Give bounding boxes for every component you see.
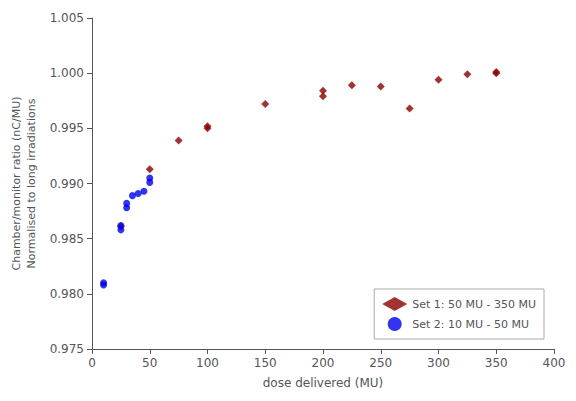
- svg-text:0: 0: [88, 356, 96, 370]
- svg-text:0.985: 0.985: [50, 232, 84, 246]
- svg-text:350: 350: [485, 356, 508, 370]
- svg-text:1.005: 1.005: [50, 11, 84, 25]
- svg-text:Normalised to long irradiation: Normalised to long irradiations: [25, 98, 38, 268]
- svg-text:0.980: 0.980: [50, 287, 84, 301]
- svg-text:Set 2: 10 MU - 50 MU: Set 2: 10 MU - 50 MU: [412, 318, 529, 331]
- svg-text:250: 250: [369, 356, 392, 370]
- svg-text:200: 200: [312, 356, 335, 370]
- svg-text:Set 1: 50 MU - 350 MU: Set 1: 50 MU - 350 MU: [412, 298, 536, 311]
- svg-text:300: 300: [427, 356, 450, 370]
- svg-text:150: 150: [254, 356, 277, 370]
- svg-text:dose delivered (MU): dose delivered (MU): [263, 376, 384, 390]
- svg-text:0.975: 0.975: [50, 342, 84, 356]
- svg-text:50: 50: [142, 356, 157, 370]
- svg-text:100: 100: [196, 356, 219, 370]
- svg-text:1.000: 1.000: [50, 66, 84, 80]
- svg-text:Chamber/monitor ratio (nC/MU): Chamber/monitor ratio (nC/MU): [10, 97, 23, 271]
- svg-text:400: 400: [543, 356, 566, 370]
- svg-text:0.995: 0.995: [50, 121, 84, 135]
- svg-text:0.990: 0.990: [50, 177, 84, 191]
